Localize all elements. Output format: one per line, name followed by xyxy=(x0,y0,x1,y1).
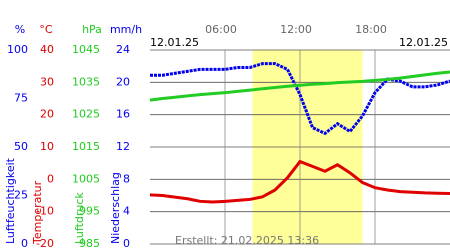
x-tick-label: 18:00 xyxy=(355,23,387,36)
axis-unit: mm/h xyxy=(110,23,142,36)
y-tick-label: 995 xyxy=(79,205,100,218)
y-tick-label: 0 xyxy=(123,237,130,250)
y-tick-label: 30 xyxy=(40,75,54,88)
x-tick-label: 06:00 xyxy=(205,23,237,36)
axis-label: Temperatur xyxy=(31,180,44,245)
y-tick-label: 75 xyxy=(14,92,28,105)
y-tick-label: 985 xyxy=(79,237,100,250)
y-tick-label: 8 xyxy=(123,172,130,185)
series-line xyxy=(149,159,450,204)
y-tick-label: 20 xyxy=(40,108,54,121)
series-line xyxy=(149,70,450,102)
y-tick-label: 10 xyxy=(40,140,54,153)
y-tick-label: 24 xyxy=(116,43,130,56)
y-tick-label: 0 xyxy=(21,237,28,250)
footer: Erstellt: 21.02.2025 13:36 xyxy=(175,234,319,247)
x-tick-label: 12:00 xyxy=(280,23,312,36)
y-tick-label: 16 xyxy=(116,108,130,121)
date-right: 12.01.25 xyxy=(399,36,448,49)
y-tick-label: 1005 xyxy=(72,172,100,185)
y-tick-label: 4 xyxy=(123,205,130,218)
y-tick-label: 40 xyxy=(40,43,54,56)
axis-label: Luftdruck xyxy=(73,192,86,244)
y-tick-label: 1015 xyxy=(72,140,100,153)
y-tick-label: 50 xyxy=(14,140,28,153)
y-tick-label: 1045 xyxy=(72,43,100,56)
axis-unit: °C xyxy=(39,23,53,36)
y-tick-label: 100 xyxy=(7,43,28,56)
y-tick-label: 1025 xyxy=(72,108,100,121)
axis-label: Luftfeuchtigkeit xyxy=(4,157,17,244)
y-tick-label: -10 xyxy=(36,205,54,218)
axis-label: Niederschlag xyxy=(109,172,122,244)
y-tick-label: 12 xyxy=(116,140,130,153)
y-tick-label: 25 xyxy=(14,189,28,202)
date-left: 12.01.25 xyxy=(150,36,199,49)
series-line xyxy=(150,62,450,136)
y-tick-label: 1035 xyxy=(72,75,100,88)
axis-unit: % xyxy=(15,23,25,36)
y-tick-label: 0 xyxy=(47,172,54,185)
y-tick-label: 20 xyxy=(116,75,130,88)
axis-unit: hPa xyxy=(82,23,102,36)
y-tick-label: -20 xyxy=(36,237,54,250)
